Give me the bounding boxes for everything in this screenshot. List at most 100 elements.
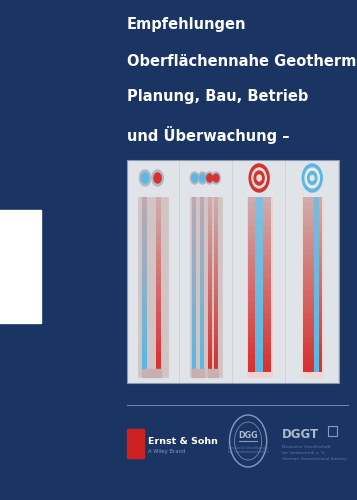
Bar [214,324,218,329]
Bar [208,208,212,214]
Bar [248,330,271,336]
Bar [192,266,196,272]
Bar [303,255,322,260]
Bar [208,340,212,346]
Bar [314,226,320,232]
Bar [303,336,322,342]
Bar [248,342,271,348]
Bar [303,249,322,255]
Bar [156,346,161,352]
Bar [214,226,218,231]
Bar [208,254,212,260]
Bar [248,354,271,360]
Bar [192,208,196,214]
Bar [314,342,320,348]
Bar [156,318,161,324]
Bar [255,266,263,272]
Bar [303,284,322,290]
Bar [255,296,263,302]
Bar [142,283,147,289]
Bar [192,214,196,220]
Bar [142,289,147,294]
Bar [255,284,263,290]
Bar [314,325,320,330]
Bar [255,348,263,354]
Bar [255,249,263,255]
Bar [214,272,218,277]
Bar [303,220,322,226]
Bar [192,283,196,289]
Bar [208,214,212,220]
Bar [248,220,271,226]
Bar [214,214,218,220]
Bar [142,208,147,214]
Bar [208,289,212,294]
Text: Oberflächennahe Geothermie –: Oberflächennahe Geothermie – [127,54,357,68]
Bar [214,306,218,312]
Bar [192,352,196,358]
Bar [314,290,320,296]
Bar [314,348,320,354]
Bar [255,302,263,308]
Bar [303,296,322,302]
Bar [200,248,204,254]
Bar [156,231,161,237]
Text: für Geotechnik e. V.: für Geotechnik e. V. [282,451,325,455]
Circle shape [141,173,149,183]
Bar [200,237,204,242]
Bar [255,226,263,232]
Bar [127,160,339,382]
Circle shape [200,174,205,182]
Bar [208,231,212,237]
Bar [156,277,161,283]
Bar [208,272,212,277]
Bar [247,196,272,376]
Bar [208,220,212,226]
Bar [255,313,263,319]
Bar [156,335,161,340]
Bar [303,243,322,249]
Bar [214,242,218,248]
Bar [314,308,320,313]
Bar [192,277,196,283]
Bar [214,358,218,364]
Bar [156,352,161,358]
Bar [156,294,161,300]
Bar [248,360,271,366]
Bar [248,278,271,284]
Bar [200,214,204,220]
Text: und Überwachung –: und Überwachung – [127,126,289,144]
Bar [255,319,263,325]
Bar [156,340,161,346]
Circle shape [152,170,163,186]
Bar [208,318,212,324]
Bar [255,196,263,202]
Bar [142,306,147,312]
Bar [142,358,147,364]
Circle shape [212,172,220,184]
Bar [138,196,168,376]
Text: Deutsche Gesellschaft
für Geowissenschaften: Deutsche Gesellschaft für Geowissenschaf… [228,446,268,454]
Circle shape [205,172,214,184]
Bar [200,306,204,312]
Bar [214,196,218,202]
Bar [214,364,218,370]
Bar [255,330,263,336]
Bar [214,208,218,214]
Bar [248,208,271,214]
Bar [192,242,196,248]
Bar [314,272,320,278]
Bar [303,238,322,243]
Bar [303,319,322,325]
Bar [0,210,41,322]
Circle shape [190,172,199,184]
Bar [192,335,196,340]
Bar [142,335,147,340]
Bar [192,318,196,324]
Bar [248,319,271,325]
Circle shape [254,171,264,185]
Bar [302,196,323,376]
Bar [233,160,285,382]
Bar [255,260,263,266]
Bar [255,278,263,284]
